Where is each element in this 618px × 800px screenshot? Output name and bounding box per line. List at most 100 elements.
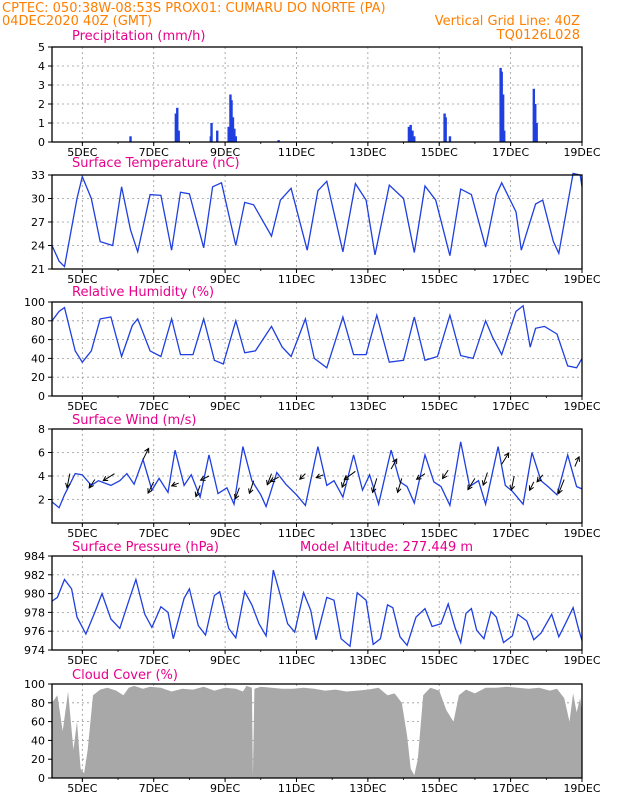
precip-bar [501, 94, 505, 142]
rh-xtick-label: 5DEC [67, 400, 97, 413]
wind-arrow [248, 480, 255, 494]
wind-arrow-head [234, 493, 240, 500]
wind-arrow-head [528, 485, 534, 492]
precip-xtick-label: 7DEC [139, 146, 169, 159]
wind-arrow-head [341, 482, 347, 489]
precip-bar [534, 104, 537, 142]
wind-arrow [558, 479, 565, 494]
cloud-title: Cloud Cover (%) [72, 668, 178, 683]
wind-arrow [536, 474, 544, 483]
wind-ytick-label: 6 [38, 447, 45, 460]
rh-xtick-label: 15DEC [421, 400, 458, 413]
pressure-xtick-label: 15DEC [421, 654, 458, 667]
pressure-xtick-label: 19DEC [563, 654, 600, 667]
wind-arrow [510, 475, 515, 491]
wind-arrow-head [536, 476, 542, 483]
cloud-xtick-label: 9DEC [210, 782, 240, 795]
cloud-area [52, 685, 582, 778]
wind-xtick-label: 11DEC [278, 527, 315, 540]
temp-title: Surface Temperature (nC) [72, 156, 240, 171]
pressure-frame [51, 555, 583, 651]
rh-xtick-label: 9DEC [210, 400, 240, 413]
precip-bar [535, 123, 538, 142]
wind-arrow-head [315, 473, 322, 479]
precip-xtick-label: 17DEC [492, 146, 529, 159]
temp-xtick-label: 7DEC [139, 273, 169, 286]
precip-xtick-label: 11DEC [278, 146, 315, 159]
wind-arrow-head [415, 474, 422, 480]
wind-arrow [442, 469, 449, 479]
wind-arrow [397, 478, 403, 493]
rh-panel: 0 20 40 60 80 100 5DEC 7DEC 9DEC 11DEC 13DEC 15DEC 1… [24, 296, 601, 413]
precip-ytick-label: 1 [38, 117, 45, 130]
wind-arrow [142, 448, 150, 460]
temp-ytick-label: 24 [31, 240, 45, 253]
cloud-xtick-label: 19DEC [563, 782, 600, 795]
rh-ytick-label: 40 [31, 352, 45, 365]
wind-arrow [299, 473, 306, 480]
precip-xtick-label: 19DEC [563, 146, 600, 159]
header-date: 04DEC2020 40Z (GMT) [2, 14, 152, 29]
pressure-line [51, 569, 583, 648]
wind-arrow-head [88, 482, 94, 489]
precip-panel: 0 1 2 3 4 5 5DEC 7DEC 9DEC 11DEC 13DEC 15DEC 17DEC 19… [38, 41, 601, 159]
wind-arrow [316, 474, 324, 479]
precip-bar [210, 123, 213, 142]
cloud-xtick-label: 11DEC [278, 782, 315, 795]
wind-xtick-label: 15DEC [421, 527, 458, 540]
model-altitude: Model Altitude: 277.449 m [300, 540, 473, 555]
rh-ytick-label: 80 [31, 315, 45, 328]
temp-xtick-label: 15DEC [421, 273, 458, 286]
wind-arrow [66, 473, 71, 488]
rh-ytick-label: 100 [24, 296, 45, 309]
wind-arrow-head [481, 480, 488, 487]
cloud-ytick-label: 60 [31, 716, 45, 729]
cloud-xtick-label: 15DEC [421, 782, 458, 795]
pressure-xtick-label: 13DEC [349, 654, 386, 667]
wind-arrow-head [557, 488, 563, 495]
pressure-panel: 974 976 978 980 982 984 5DEC 7DEC 9DEC 11DEC 13DEC… [24, 550, 601, 667]
pressure-ytick-label: 984 [24, 550, 45, 563]
wind-arrow [195, 485, 201, 497]
precip-bar [176, 107, 179, 142]
wind-arrow [171, 482, 179, 487]
wind-xtick-label: 5DEC [67, 527, 97, 540]
temp-ytick-label: 33 [31, 169, 45, 182]
wind-ytick-label: 2 [38, 494, 45, 507]
wind-line [51, 441, 583, 509]
precip-bar [234, 136, 238, 142]
wind-arrow [270, 476, 279, 482]
wind-arrow [482, 472, 488, 486]
precip-bar [177, 130, 180, 142]
precip-bar [174, 113, 178, 142]
wind-arrow-head [442, 473, 448, 480]
precip-xtick-label: 15DEC [421, 146, 458, 159]
wind-xtick-label: 9DEC [210, 527, 240, 540]
wind-arrow-head [504, 452, 510, 459]
wind-arrow [574, 456, 580, 467]
precip-bar [407, 126, 411, 142]
rh-xtick-label: 19DEC [563, 400, 600, 413]
pressure-ytick-label: 980 [24, 588, 45, 601]
wind-arrow [501, 452, 510, 465]
wind-arrow-head [269, 477, 276, 483]
wind-arrow [266, 473, 272, 486]
precip-xtick-label: 13DEC [349, 146, 386, 159]
wind-arrow [372, 478, 378, 493]
precip-bar [230, 100, 233, 142]
wind-arrow [416, 473, 426, 480]
wind-arrow-head [574, 455, 580, 462]
wind-arrow-head [194, 491, 201, 498]
precip-bar [227, 126, 230, 142]
temp-xtick-label: 17DEC [492, 273, 529, 286]
cloud-ytick-label: 0 [38, 772, 45, 785]
temp-xtick-label: 19DEC [563, 273, 600, 286]
cloud-frame [51, 683, 583, 779]
wind-arrow-head [266, 479, 272, 486]
header-line1: CPTEC: 050:38W-08:53S PROX01: CUMARU DO … [2, 1, 386, 16]
wind-arrow-head [144, 447, 150, 454]
cloud-ytick-label: 100 [24, 678, 45, 691]
precip-ytick-label: 2 [38, 98, 45, 111]
rh-title: Relative Humidity (%) [72, 285, 214, 300]
